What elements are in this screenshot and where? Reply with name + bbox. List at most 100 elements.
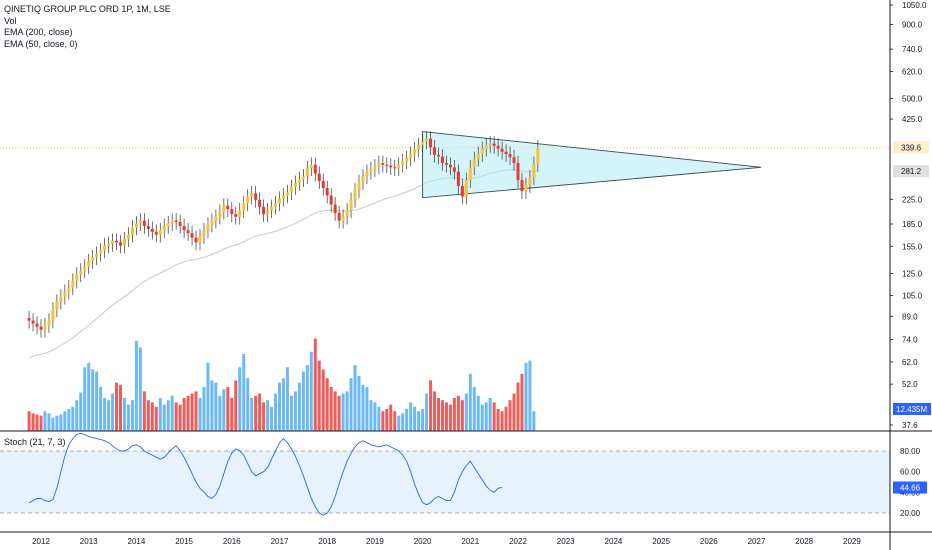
candle-body [95, 253, 99, 258]
candle-body [222, 205, 226, 212]
triangle-shape [422, 131, 762, 199]
price-tick-label: 62.0 [902, 358, 918, 367]
volume-bar [51, 417, 55, 431]
candle-body [262, 206, 266, 215]
candle-body [103, 245, 107, 251]
candle-body [63, 291, 67, 297]
time-tick-label: 2023 [557, 537, 575, 546]
candle-body [158, 230, 162, 235]
volume-bar [480, 404, 484, 431]
volume-bar [158, 398, 162, 431]
volume-bar [31, 413, 35, 431]
volume-bar [122, 398, 126, 431]
candle-body [226, 205, 230, 210]
candle-body [532, 163, 536, 178]
volume-bar [516, 382, 520, 431]
volume-bar [289, 395, 293, 431]
candle-body [198, 236, 202, 243]
volume-bar [170, 395, 174, 431]
candle-body [115, 240, 119, 243]
stoch-band [0, 451, 890, 513]
volume-bar [313, 338, 317, 431]
time-tick-label: 2025 [652, 537, 670, 546]
volume-bar [369, 400, 373, 431]
volume-bar [385, 409, 389, 431]
candle-body [381, 163, 385, 165]
candle-body [83, 266, 87, 271]
candle-body [142, 220, 146, 227]
volume-bar [270, 406, 274, 431]
candle-body [476, 154, 480, 159]
volume-bar [452, 398, 456, 431]
candle-body [51, 309, 55, 321]
volume-bar [329, 387, 333, 431]
candle-body [488, 143, 492, 146]
volume-bar [142, 391, 146, 431]
volume-bar [321, 369, 325, 431]
time-tick-label: 2021 [461, 537, 479, 546]
price-tick-label: 185.0 [902, 220, 923, 229]
candle-body [174, 220, 178, 222]
stoch-value-tag [893, 481, 927, 494]
volume-bar [162, 404, 166, 431]
candle-body [309, 164, 313, 169]
candle-body [214, 216, 218, 221]
volume-bar [83, 367, 87, 431]
candle-body [166, 223, 170, 227]
volume-bar [381, 411, 385, 431]
time-tick-label: 2029 [843, 537, 861, 546]
price-tick-label: 1050.0 [902, 1, 927, 10]
candle-body [325, 188, 329, 196]
volume-bar [484, 402, 488, 431]
candle-body [448, 164, 452, 168]
candle-body [405, 158, 409, 162]
volume-bar [397, 415, 401, 431]
volume-bar [278, 382, 281, 431]
candle-body [329, 195, 333, 205]
candle-body [293, 183, 297, 188]
volume-bar [448, 404, 452, 431]
volume-tag [893, 403, 931, 415]
time-tick-label: 2022 [509, 537, 527, 546]
volume-bar [91, 369, 95, 431]
candle-body [47, 320, 51, 326]
volume-bar [126, 404, 130, 431]
candle-body [500, 148, 504, 152]
candle-body [39, 326, 43, 330]
volume-bar [365, 387, 369, 431]
volume-bar [500, 411, 504, 431]
volume-bar [492, 402, 496, 431]
triangle-drawing[interactable] [422, 131, 762, 199]
candle-body [79, 270, 83, 275]
volume-bar [460, 400, 464, 431]
chart-legend: QINETIQ GROUP PLC ORD 1P, 1M, LSE Vol EM… [4, 4, 171, 50]
price-tick-label: 37.6 [902, 421, 918, 430]
volume-bar [524, 362, 528, 431]
time-tick-label: 2026 [700, 537, 718, 546]
candle-body [289, 187, 293, 193]
candle-body [401, 161, 405, 165]
candle-body [119, 242, 122, 246]
grid [0, 146, 890, 514]
volume-bar [47, 413, 51, 431]
price-tick-label: 740.0 [902, 45, 923, 54]
volume-bar [222, 389, 226, 431]
time-tick-label: 2020 [414, 537, 432, 546]
candle-body [186, 230, 190, 234]
candle-body [337, 212, 341, 221]
volume-bar [71, 406, 75, 431]
volume-bar [488, 398, 492, 431]
candle-body [361, 176, 365, 183]
volume-bar [35, 414, 39, 431]
candle-body [238, 210, 242, 217]
candle-body [35, 323, 39, 327]
stoch-pane [28, 432, 503, 516]
candle-body [492, 143, 496, 146]
time-tick-label: 2012 [32, 537, 50, 546]
candle-body [484, 145, 488, 149]
candle-body [464, 180, 468, 197]
candle-body [206, 224, 210, 231]
candle-body [59, 296, 63, 302]
volume-bar [421, 409, 425, 431]
